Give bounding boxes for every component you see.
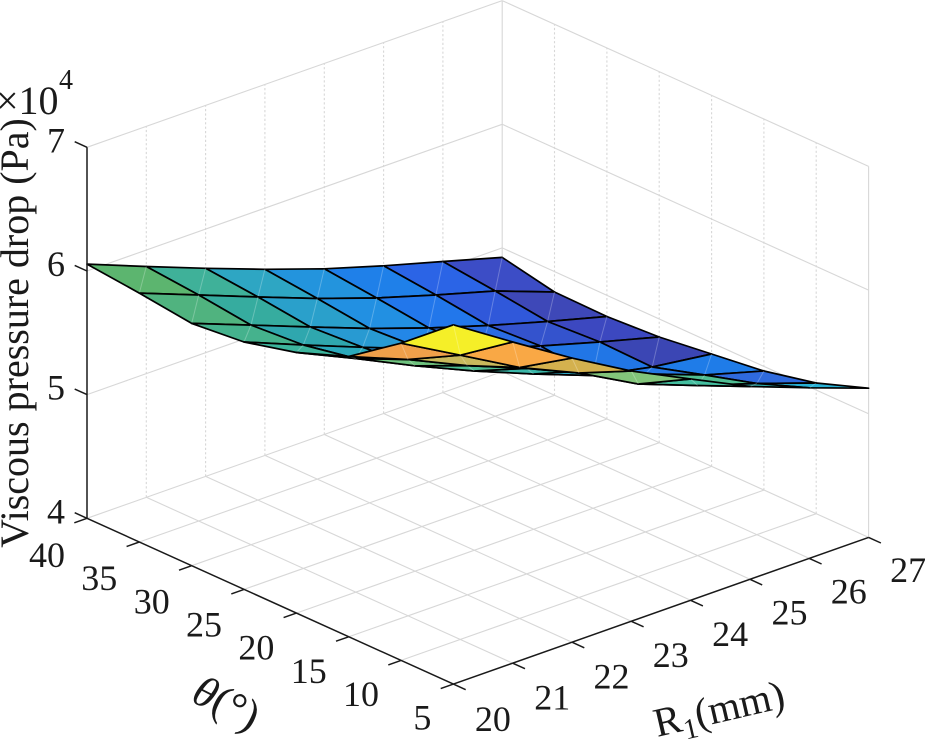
svg-text:23: 23 bbox=[653, 635, 689, 675]
svg-text:35: 35 bbox=[81, 558, 117, 598]
svg-text:6: 6 bbox=[47, 244, 65, 284]
svg-text:25: 25 bbox=[186, 604, 222, 644]
svg-text:15: 15 bbox=[291, 651, 327, 691]
svg-text:4: 4 bbox=[47, 491, 65, 531]
svg-text:10: 10 bbox=[343, 674, 379, 714]
svg-text:5: 5 bbox=[47, 368, 65, 408]
svg-text:30: 30 bbox=[134, 581, 170, 621]
svg-text:7: 7 bbox=[47, 120, 65, 160]
svg-text:26: 26 bbox=[831, 571, 867, 611]
svg-text:Viscous pressure drop (Pa): Viscous pressure drop (Pa) bbox=[0, 118, 37, 548]
svg-text:5: 5 bbox=[413, 697, 431, 737]
svg-text:22: 22 bbox=[594, 656, 630, 696]
svg-text:4: 4 bbox=[59, 65, 73, 96]
svg-text:40: 40 bbox=[29, 535, 65, 575]
svg-text:20: 20 bbox=[475, 699, 511, 739]
svg-text:21: 21 bbox=[534, 678, 570, 718]
svg-text:20: 20 bbox=[238, 628, 274, 668]
svg-text:25: 25 bbox=[772, 593, 808, 633]
svg-text:24: 24 bbox=[712, 614, 748, 654]
svg-text:27: 27 bbox=[890, 550, 925, 590]
svg-text:×10: ×10 bbox=[0, 78, 59, 123]
